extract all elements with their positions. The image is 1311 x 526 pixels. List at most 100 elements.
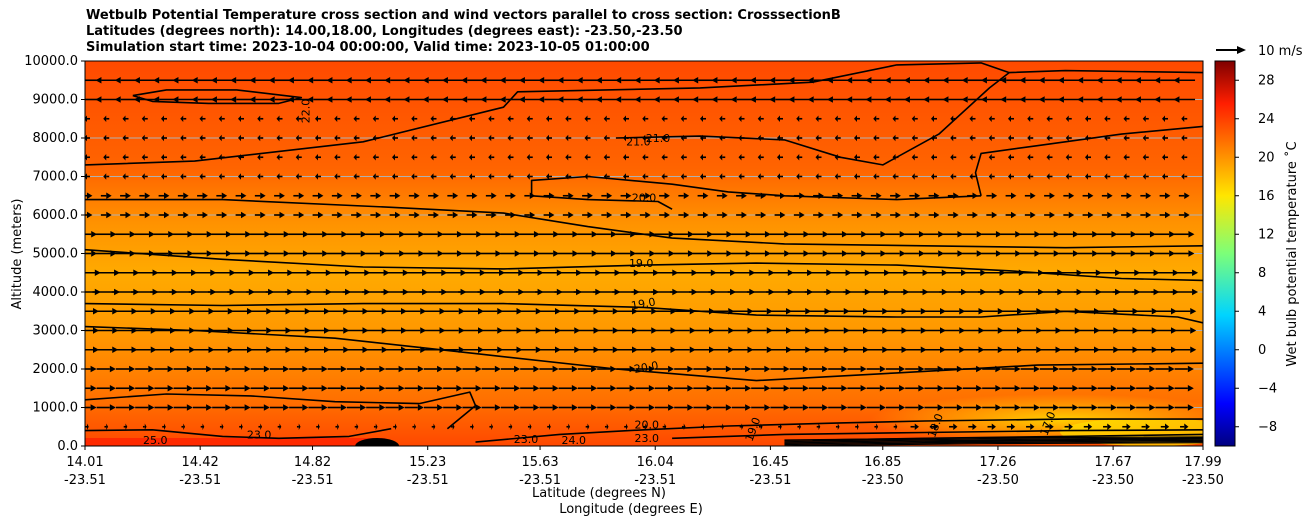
wind-vector [1082, 192, 1094, 199]
wind-vector [601, 211, 613, 219]
wind-vector [250, 365, 270, 373]
wind-vector [770, 365, 790, 373]
wind-vector [1155, 404, 1175, 411]
wind-vector [1078, 404, 1098, 411]
wind-vector [1181, 115, 1188, 122]
wind-vector [719, 115, 726, 122]
wind-vector [353, 154, 360, 161]
wind-vector [601, 192, 613, 199]
wind-vector [961, 96, 984, 103]
wind-vector [890, 192, 901, 199]
wind-vector [481, 404, 501, 411]
wind-vector [1123, 115, 1130, 122]
wind-vector [447, 211, 459, 219]
wind-vector [389, 192, 401, 199]
wind-vector [980, 96, 1003, 103]
wind-vector [1123, 154, 1130, 161]
wind-vector [346, 365, 367, 373]
wind-vector [293, 211, 305, 219]
wind-vector [404, 365, 424, 373]
wind-vector [364, 77, 387, 84]
wind-vector [731, 250, 752, 257]
wind-vector [135, 365, 155, 373]
wind-vector [287, 77, 310, 84]
quiver-key: 10 m/s [1216, 44, 1303, 59]
wind-vector [461, 96, 483, 103]
wind-vector [499, 77, 522, 84]
wind-vector [366, 365, 386, 373]
wind-vector [616, 404, 636, 411]
wind-vector [499, 96, 522, 103]
wind-vector [141, 173, 148, 180]
wind-vector [269, 365, 290, 373]
wind-vector [693, 365, 713, 373]
contour-line [784, 436, 1203, 441]
contour-label: 19.0 [630, 295, 656, 312]
wind-vector [615, 250, 637, 257]
wind-vector [312, 211, 324, 219]
colorbar: −8 −4 0 4 8 12 16 20 24 28 Wet bulb potential tem… [1214, 60, 1300, 447]
wind-vector [269, 231, 290, 238]
wind-vector [712, 365, 732, 373]
wind-vector [312, 192, 324, 199]
y-tick-label: 6000.0 [33, 208, 79, 223]
wind-vector [211, 250, 232, 257]
wind-vector [680, 154, 687, 161]
y-tick-label: 0.0 [57, 439, 78, 454]
wind-vector [346, 385, 367, 392]
wind-vector [557, 96, 580, 103]
wind-vector [597, 404, 617, 411]
wind-vector [904, 231, 925, 238]
wind-vector [793, 211, 805, 219]
wind-vector [295, 115, 302, 122]
wind-vector [85, 365, 97, 373]
wind-vector [789, 404, 809, 411]
wind-vector [692, 231, 714, 238]
wind-vector [750, 231, 771, 238]
wind-vector [635, 365, 655, 373]
quiver-key-arrow-icon [1237, 46, 1246, 54]
wind-vector [103, 134, 110, 142]
wind-vector [639, 211, 651, 219]
wind-vector [1097, 250, 1118, 257]
wind-vector [158, 192, 170, 199]
wind-vector [562, 211, 574, 219]
wind-vector [133, 77, 156, 84]
wind-vector [85, 192, 93, 199]
wind-vector [1026, 423, 1035, 430]
wind-vector [212, 404, 232, 411]
wind-vector [231, 365, 251, 373]
wind-vector [373, 423, 378, 430]
wind-vector [828, 404, 848, 411]
wind-vector [430, 115, 437, 122]
wind-vector [1174, 365, 1194, 373]
wind-vector [558, 385, 578, 392]
wind-vector [680, 173, 687, 180]
wind-vector [1085, 154, 1091, 161]
wind-vector [931, 154, 937, 161]
wind-vector [216, 211, 228, 219]
wind-vector [789, 250, 810, 257]
contour-line [615, 71, 1010, 166]
wind-vector [807, 96, 830, 103]
x-tick-label-latitude: 16.04 [637, 455, 674, 470]
wind-vector [1083, 423, 1093, 430]
wind-vector [1020, 231, 1041, 238]
wind-vector [392, 173, 398, 180]
y-axis: 0.0 1000.0 2000.0 3000.0 4000.0 5000.0 6000.0 7… [24, 54, 85, 454]
contour-line [530, 175, 982, 210]
wind-vector [546, 173, 552, 180]
wind-vector [603, 154, 610, 161]
wind-vector [1123, 173, 1130, 180]
wind-vector [659, 192, 670, 199]
x-tick-label-longitude: -23.50 [1182, 473, 1224, 488]
wind-vector [370, 211, 382, 219]
wind-vector [428, 192, 439, 199]
wind-vector [423, 404, 444, 411]
x-tick-label-latitude: 16.85 [864, 455, 901, 470]
wind-vector [654, 404, 675, 411]
wind-vector [192, 250, 213, 257]
wind-vector [751, 404, 771, 411]
wind-vector [353, 173, 360, 180]
wind-vector [403, 96, 426, 103]
